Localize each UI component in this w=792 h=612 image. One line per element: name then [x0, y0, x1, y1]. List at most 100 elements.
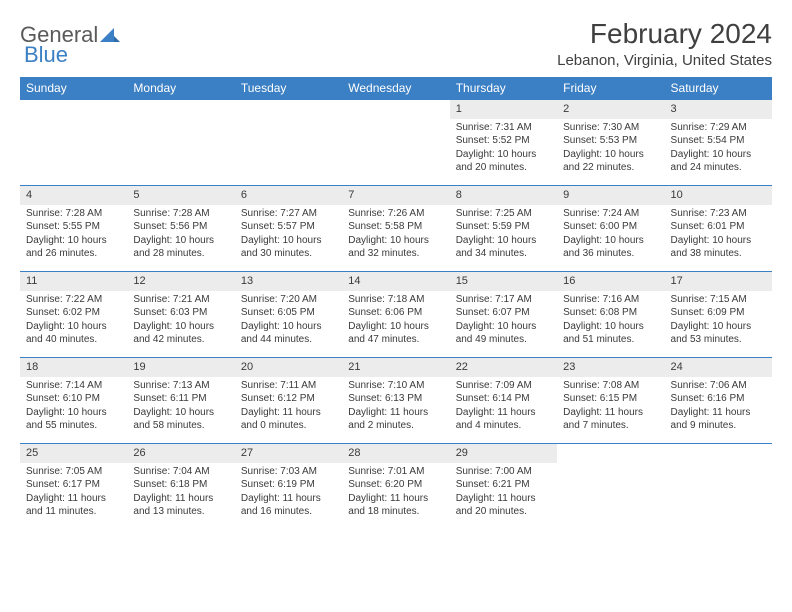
day-number: 2	[557, 100, 664, 119]
day-details: Sunrise: 7:22 AMSunset: 6:02 PMDaylight:…	[20, 291, 127, 351]
sunset-text: Sunset: 6:10 PM	[26, 392, 121, 406]
sunrise-text: Sunrise: 7:13 AM	[133, 379, 228, 393]
sunrise-text: Sunrise: 7:09 AM	[456, 379, 551, 393]
day-details: Sunrise: 7:13 AMSunset: 6:11 PMDaylight:…	[127, 377, 234, 437]
calendar-day: 9Sunrise: 7:24 AMSunset: 6:00 PMDaylight…	[557, 186, 664, 272]
day-details: Sunrise: 7:23 AMSunset: 6:01 PMDaylight:…	[665, 205, 772, 265]
sunset-text: Sunset: 5:56 PM	[133, 220, 228, 234]
daylight-text: Daylight: 10 hours and 28 minutes.	[133, 234, 228, 261]
calendar-day: 24Sunrise: 7:06 AMSunset: 6:16 PMDayligh…	[665, 358, 772, 444]
calendar-day	[20, 100, 127, 186]
daylight-text: Daylight: 10 hours and 55 minutes.	[26, 406, 121, 433]
day-number: 14	[342, 272, 449, 291]
calendar-day: 27Sunrise: 7:03 AMSunset: 6:19 PMDayligh…	[235, 444, 342, 530]
daylight-text: Daylight: 11 hours and 11 minutes.	[26, 492, 121, 519]
sunrise-text: Sunrise: 7:14 AM	[26, 379, 121, 393]
sunset-text: Sunset: 6:00 PM	[563, 220, 658, 234]
calendar-day: 23Sunrise: 7:08 AMSunset: 6:15 PMDayligh…	[557, 358, 664, 444]
day-number: 7	[342, 186, 449, 205]
daylight-text: Daylight: 10 hours and 22 minutes.	[563, 148, 658, 175]
day-details: Sunrise: 7:08 AMSunset: 6:15 PMDaylight:…	[557, 377, 664, 437]
sunset-text: Sunset: 6:01 PM	[671, 220, 766, 234]
daylight-text: Daylight: 10 hours and 47 minutes.	[348, 320, 443, 347]
month-title: February 2024	[557, 18, 772, 50]
daylight-text: Daylight: 11 hours and 16 minutes.	[241, 492, 336, 519]
day-number: 29	[450, 444, 557, 463]
day-details: Sunrise: 7:26 AMSunset: 5:58 PMDaylight:…	[342, 205, 449, 265]
title-area: February 2024 Lebanon, Virginia, United …	[557, 18, 772, 69]
day-details: Sunrise: 7:05 AMSunset: 6:17 PMDaylight:…	[20, 463, 127, 523]
sunset-text: Sunset: 6:21 PM	[456, 478, 551, 492]
dayname-wed: Wednesday	[342, 77, 449, 100]
calendar-week: 25Sunrise: 7:05 AMSunset: 6:17 PMDayligh…	[20, 444, 772, 530]
dayname-thu: Thursday	[450, 77, 557, 100]
day-details: Sunrise: 7:10 AMSunset: 6:13 PMDaylight:…	[342, 377, 449, 437]
sunrise-text: Sunrise: 7:04 AM	[133, 465, 228, 479]
day-number: 1	[450, 100, 557, 119]
sunrise-text: Sunrise: 7:28 AM	[133, 207, 228, 221]
calendar-day: 28Sunrise: 7:01 AMSunset: 6:20 PMDayligh…	[342, 444, 449, 530]
sunrise-text: Sunrise: 7:05 AM	[26, 465, 121, 479]
daylight-text: Daylight: 11 hours and 0 minutes.	[241, 406, 336, 433]
sunrise-text: Sunrise: 7:06 AM	[671, 379, 766, 393]
day-details: Sunrise: 7:16 AMSunset: 6:08 PMDaylight:…	[557, 291, 664, 351]
day-details: Sunrise: 7:00 AMSunset: 6:21 PMDaylight:…	[450, 463, 557, 523]
sunset-text: Sunset: 6:16 PM	[671, 392, 766, 406]
sunrise-text: Sunrise: 7:25 AM	[456, 207, 551, 221]
day-number: 15	[450, 272, 557, 291]
day-number: 4	[20, 186, 127, 205]
calendar-day: 16Sunrise: 7:16 AMSunset: 6:08 PMDayligh…	[557, 272, 664, 358]
calendar-day: 13Sunrise: 7:20 AMSunset: 6:05 PMDayligh…	[235, 272, 342, 358]
sunset-text: Sunset: 5:59 PM	[456, 220, 551, 234]
daylight-text: Daylight: 11 hours and 20 minutes.	[456, 492, 551, 519]
sunrise-text: Sunrise: 7:29 AM	[671, 121, 766, 135]
calendar-day: 6Sunrise: 7:27 AMSunset: 5:57 PMDaylight…	[235, 186, 342, 272]
day-number: 21	[342, 358, 449, 377]
day-number: 9	[557, 186, 664, 205]
sunset-text: Sunset: 6:03 PM	[133, 306, 228, 320]
day-number: 28	[342, 444, 449, 463]
sunset-text: Sunset: 6:08 PM	[563, 306, 658, 320]
sunrise-text: Sunrise: 7:31 AM	[456, 121, 551, 135]
day-details: Sunrise: 7:15 AMSunset: 6:09 PMDaylight:…	[665, 291, 772, 351]
calendar-day: 2Sunrise: 7:30 AMSunset: 5:53 PMDaylight…	[557, 100, 664, 186]
calendar-day: 21Sunrise: 7:10 AMSunset: 6:13 PMDayligh…	[342, 358, 449, 444]
calendar-day: 19Sunrise: 7:13 AMSunset: 6:11 PMDayligh…	[127, 358, 234, 444]
day-number: 16	[557, 272, 664, 291]
day-details: Sunrise: 7:20 AMSunset: 6:05 PMDaylight:…	[235, 291, 342, 351]
day-details: Sunrise: 7:03 AMSunset: 6:19 PMDaylight:…	[235, 463, 342, 523]
day-number: 8	[450, 186, 557, 205]
day-details: Sunrise: 7:24 AMSunset: 6:00 PMDaylight:…	[557, 205, 664, 265]
dayname-tue: Tuesday	[235, 77, 342, 100]
calendar-table: Sunday Monday Tuesday Wednesday Thursday…	[20, 77, 772, 530]
sunset-text: Sunset: 6:18 PM	[133, 478, 228, 492]
sunrise-text: Sunrise: 7:08 AM	[563, 379, 658, 393]
daylight-text: Daylight: 10 hours and 24 minutes.	[671, 148, 766, 175]
day-number: 6	[235, 186, 342, 205]
sunset-text: Sunset: 6:06 PM	[348, 306, 443, 320]
daylight-text: Daylight: 10 hours and 32 minutes.	[348, 234, 443, 261]
day-details: Sunrise: 7:27 AMSunset: 5:57 PMDaylight:…	[235, 205, 342, 265]
day-details: Sunrise: 7:01 AMSunset: 6:20 PMDaylight:…	[342, 463, 449, 523]
day-details: Sunrise: 7:30 AMSunset: 5:53 PMDaylight:…	[557, 119, 664, 179]
daylight-text: Daylight: 10 hours and 42 minutes.	[133, 320, 228, 347]
daylight-text: Daylight: 10 hours and 26 minutes.	[26, 234, 121, 261]
sunset-text: Sunset: 6:20 PM	[348, 478, 443, 492]
daylight-text: Daylight: 11 hours and 2 minutes.	[348, 406, 443, 433]
sunrise-text: Sunrise: 7:10 AM	[348, 379, 443, 393]
page-header: General February 2024 Lebanon, Virginia,…	[20, 18, 772, 69]
calendar-week: 4Sunrise: 7:28 AMSunset: 5:55 PMDaylight…	[20, 186, 772, 272]
sunrise-text: Sunrise: 7:22 AM	[26, 293, 121, 307]
day-number: 5	[127, 186, 234, 205]
calendar-week: 18Sunrise: 7:14 AMSunset: 6:10 PMDayligh…	[20, 358, 772, 444]
sunrise-text: Sunrise: 7:16 AM	[563, 293, 658, 307]
logo-blue: Blue	[24, 42, 68, 67]
sunset-text: Sunset: 6:14 PM	[456, 392, 551, 406]
day-number: 12	[127, 272, 234, 291]
daylight-text: Daylight: 10 hours and 53 minutes.	[671, 320, 766, 347]
day-details: Sunrise: 7:28 AMSunset: 5:56 PMDaylight:…	[127, 205, 234, 265]
sunset-text: Sunset: 5:55 PM	[26, 220, 121, 234]
day-details: Sunrise: 7:28 AMSunset: 5:55 PMDaylight:…	[20, 205, 127, 265]
day-number: 24	[665, 358, 772, 377]
daylight-text: Daylight: 10 hours and 58 minutes.	[133, 406, 228, 433]
